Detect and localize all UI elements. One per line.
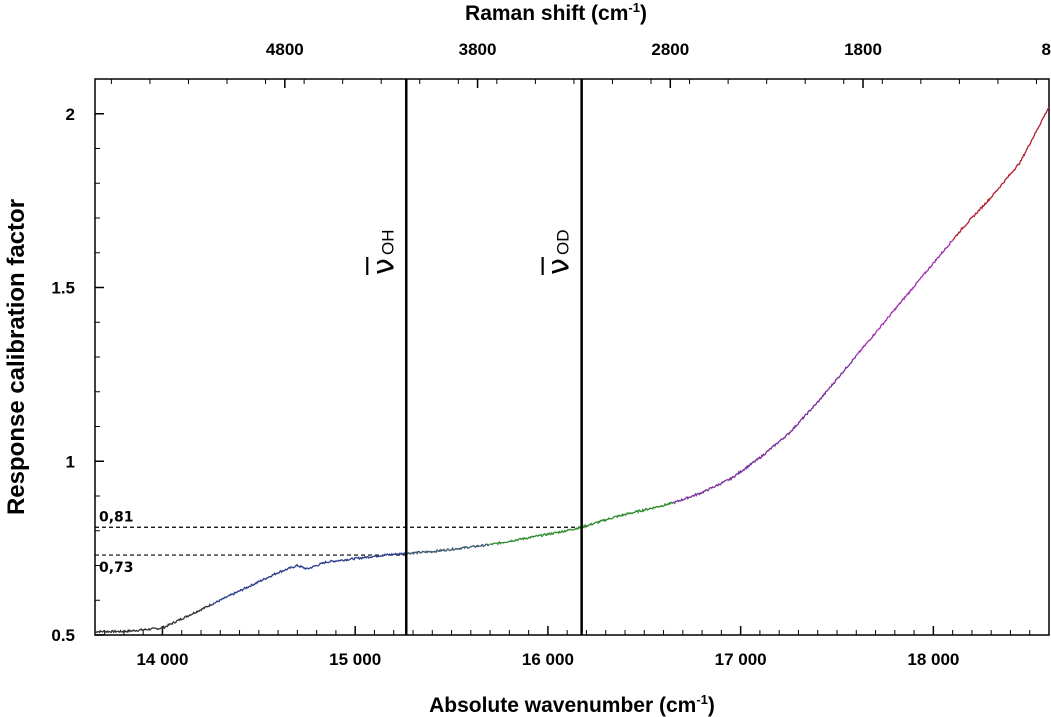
x-axis-title-sup: -1 (696, 692, 708, 707)
x2-axis-title: Raman shift (cm-1) (465, 0, 647, 25)
y-axis-title: Response calibration factor (3, 199, 30, 515)
y-tick-label: 1.5 (51, 279, 75, 298)
x2-tick-label: 1800 (844, 40, 882, 59)
vertical-line-label: ν OD (541, 230, 577, 275)
series-line-segment (210, 551, 407, 607)
x-axis-title-main: Absolute wavenumber (cm (429, 694, 696, 717)
x2-tick-label: 3800 (459, 40, 497, 59)
vertical-line-subscript: OD (554, 230, 573, 256)
x-tick-label: 18 000 (907, 650, 959, 669)
series-line-segment (952, 106, 1050, 241)
reference-label: 0,73 (99, 560, 134, 576)
x2-tick-label: 4800 (266, 40, 304, 59)
x2-tick-label: 2800 (651, 40, 689, 59)
plot-frame (94, 78, 1050, 636)
x2-axis-title-end: ) (640, 2, 647, 25)
y-tick-label: 2 (66, 105, 75, 124)
x2-tick-label: 800 (1042, 40, 1051, 59)
vertical-line-subscript: OH (378, 230, 397, 256)
nu-symbol: ν (366, 258, 401, 275)
x2-axis-title-sup: -1 (628, 0, 640, 15)
series-line-segment (94, 602, 212, 634)
x-axis-title-end: ) (708, 694, 715, 717)
x-tick-label: 15 000 (329, 650, 381, 669)
series-line-segment (673, 355, 857, 505)
x-axis-title: Absolute wavenumber (cm-1) (429, 692, 715, 717)
x-tick-label: 17 000 (715, 650, 767, 669)
series-line-segment (855, 240, 954, 356)
x-tick-label: 16 000 (522, 650, 574, 669)
series-line-segment (405, 543, 490, 556)
x-tick-label: 14 000 (136, 650, 188, 669)
x2-axis-title-main: Raman shift (cm (465, 2, 628, 25)
reference-label: 0,81 (99, 509, 134, 525)
y-tick-label: 1 (66, 452, 75, 471)
y-tick-label: 0.5 (51, 626, 75, 645)
vertical-line-label: ν OH (366, 230, 401, 275)
nu-symbol: ν (542, 258, 577, 275)
